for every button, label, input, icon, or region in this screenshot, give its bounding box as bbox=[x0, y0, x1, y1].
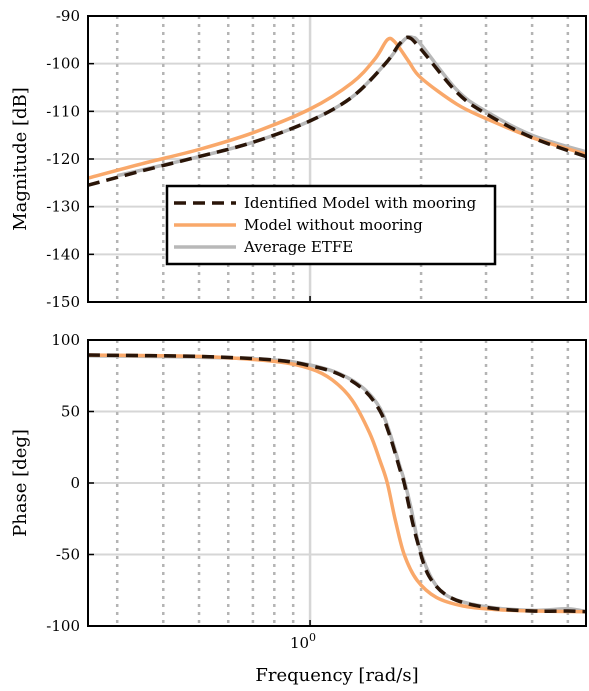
legend-label-average-etfe: Average ETFE bbox=[243, 238, 353, 256]
phase-grid bbox=[88, 340, 586, 626]
magnitude-y-ticks: -90 -100 -110 -120 -130 -140 -150 bbox=[46, 7, 311, 311]
magnitude-y-tick-label: -130 bbox=[46, 198, 80, 216]
phase-y-tick-label: -50 bbox=[56, 546, 80, 564]
magnitude-y-tick-label: -100 bbox=[46, 55, 80, 73]
magnitude-y-tick-label: -140 bbox=[46, 245, 80, 263]
magnitude-series-average-etfe bbox=[116, 34, 587, 178]
phase-y-tick-label: -100 bbox=[46, 617, 80, 635]
phase-y-axis-label: Phase [deg] bbox=[10, 429, 31, 537]
x-axis-label: Frequency [rad/s] bbox=[255, 665, 418, 686]
magnitude-series-identified-with-mooring bbox=[87, 35, 587, 187]
legend-label-without-mooring: Model without mooring bbox=[244, 216, 423, 234]
phase-panel: 100 50 0 -50 -100 Phase [deg] 100 Frequency … bbox=[10, 331, 587, 686]
magnitude-y-axis-label: Magnitude [dB] bbox=[10, 87, 31, 231]
phase-series bbox=[87, 353, 587, 614]
magnitude-series-without-mooring bbox=[87, 36, 587, 180]
magnitude-y-tick-label: -150 bbox=[46, 293, 80, 311]
magnitude-series bbox=[87, 34, 587, 187]
magnitude-y-tick-label: -90 bbox=[56, 7, 80, 25]
phase-y-tick-label: 100 bbox=[51, 331, 80, 349]
magnitude-y-tick-label: -110 bbox=[46, 102, 80, 120]
legend: Identified Model with mooring Model with… bbox=[165, 184, 497, 266]
magnitude-panel: -90 -100 -110 -120 -130 -140 -150 Magnitude [d… bbox=[10, 7, 587, 311]
phase-y-tick-label: 0 bbox=[70, 474, 80, 492]
phase-y-tick-label: 50 bbox=[61, 403, 80, 421]
legend-label-identified: Identified Model with mooring bbox=[244, 194, 477, 212]
phase-y-ticks: 100 50 0 -50 -100 bbox=[46, 331, 311, 635]
magnitude-y-tick-label: -120 bbox=[46, 150, 80, 168]
x-tick-label-10-0: 100 bbox=[290, 631, 316, 652]
